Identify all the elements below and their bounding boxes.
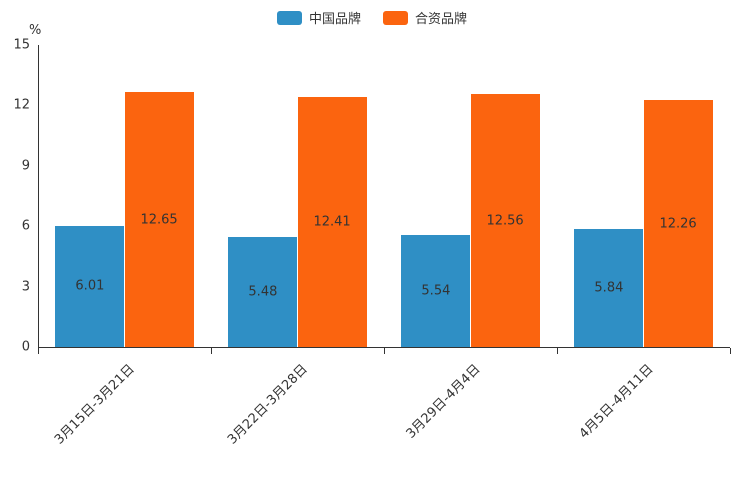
- bar-joint-venture-brand: [643, 100, 713, 347]
- bar-joint-venture-brand: [124, 92, 194, 347]
- y-axis-tick-label: 6: [21, 218, 30, 234]
- bar-value-label: 5.54: [421, 283, 451, 299]
- bar-value-label: 5.48: [248, 284, 278, 300]
- bar-china-brand: [228, 236, 298, 347]
- legend-label-china-brand: 中国品牌: [308, 12, 361, 27]
- bar-value-label: 6.01: [75, 278, 105, 294]
- bar-china-brand: [55, 225, 125, 347]
- x-axis-tick: [384, 348, 385, 354]
- x-axis-tick: [211, 348, 212, 354]
- bar-china-brand: [401, 235, 471, 347]
- x-axis-label: 3月29日-4月4日: [403, 361, 484, 442]
- legend-swatch-china-brand-icon: [276, 10, 302, 25]
- y-axis-tick-label: 12: [13, 97, 30, 113]
- x-axis-tick: [557, 348, 558, 354]
- x-axis-tick: [38, 348, 39, 354]
- legend-swatch-joint-venture-brand-icon: [383, 10, 408, 25]
- y-axis-tick-label: 0: [21, 339, 30, 355]
- y-axis-tick-label: 9: [21, 158, 30, 174]
- bar-joint-venture-brand: [297, 97, 367, 347]
- x-axis-tick: [730, 348, 731, 354]
- bar-value-label: 12.65: [140, 212, 178, 228]
- bar-value-label: 12.56: [486, 213, 524, 229]
- y-axis-tick-label: 3: [21, 279, 30, 295]
- x-axis-label: 4月5日-4月11日: [576, 361, 657, 442]
- legend: 中国品牌 合资品牌: [0, 8, 744, 27]
- y-axis-unit-label: %: [29, 23, 42, 38]
- x-axis-label: 3月15日-3月21日: [52, 361, 138, 448]
- y-axis-tick-label: 15: [13, 37, 30, 53]
- bar-joint-venture-brand: [470, 94, 540, 347]
- y-axis-line: [38, 45, 39, 347]
- legend-label-joint-venture-brand: 合资品牌: [415, 12, 468, 27]
- x-axis-line: [38, 347, 730, 348]
- x-axis-label: 3月22日-3月28日: [225, 361, 311, 448]
- bar-value-label: 12.26: [659, 216, 697, 232]
- legend-item-joint-venture-brand[interactable]: 合资品牌: [383, 8, 467, 27]
- bar-value-label: 12.41: [313, 214, 351, 230]
- bar-value-label: 5.84: [594, 280, 624, 296]
- bar-china-brand: [574, 229, 644, 347]
- legend-item-china-brand[interactable]: 中国品牌: [276, 8, 361, 27]
